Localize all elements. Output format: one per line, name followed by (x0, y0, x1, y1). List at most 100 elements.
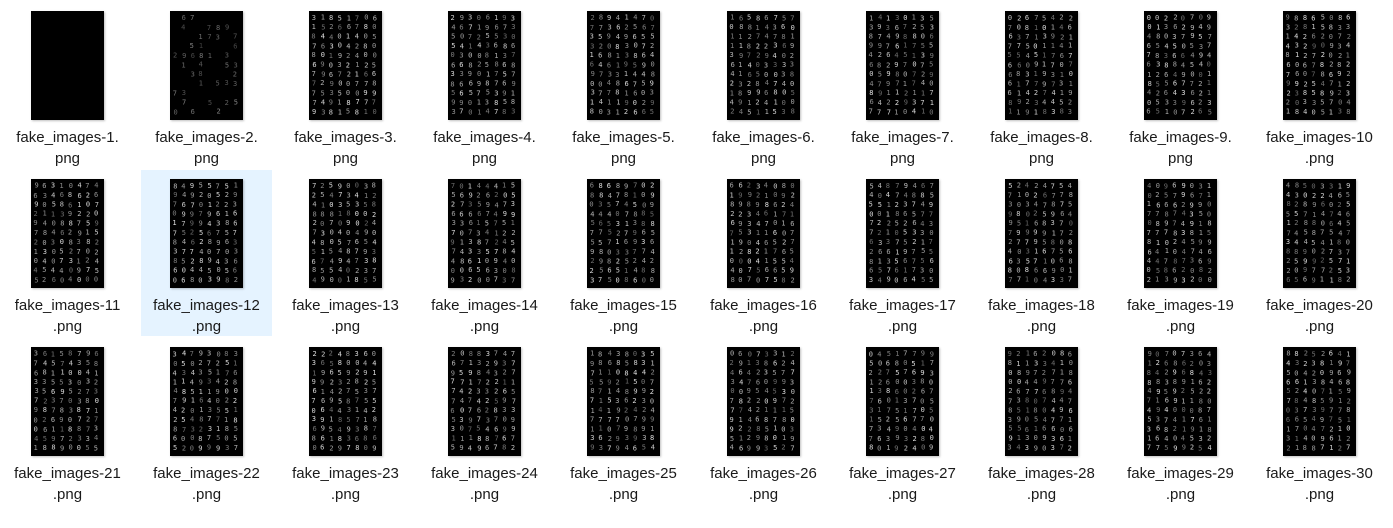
svg-text:0: 0 (86, 200, 90, 208)
svg-text:8: 8 (1008, 266, 1012, 274)
svg-text:4: 4 (1025, 379, 1029, 387)
svg-text:7: 7 (451, 378, 455, 386)
svg-text:8: 8 (1164, 62, 1168, 70)
svg-text:3: 3 (878, 387, 882, 395)
svg-text:7: 7 (1190, 416, 1194, 424)
file-name-label: fake_images-25 .png (558, 463, 689, 505)
svg-text:7: 7 (485, 239, 489, 247)
svg-text:0: 0 (1294, 266, 1298, 274)
svg-text:9: 9 (199, 350, 203, 358)
svg-text:4: 4 (1068, 211, 1072, 219)
svg-text:0: 0 (182, 267, 186, 275)
svg-text:3: 3 (1172, 33, 1176, 41)
svg-text:6: 6 (633, 444, 637, 452)
thumbnail-image: 3 6 1 5 8 7 9 67 4 5 7 4 3 5 86 8 1 1 0 0 4 13 3 5 5 3 0 3 23 5 6 9 5 2 7 3… (31, 347, 104, 456)
svg-text:9: 9 (312, 378, 316, 386)
svg-text:3: 3 (35, 387, 39, 395)
svg-text:4: 4 (338, 247, 342, 255)
svg-text:6: 6 (756, 378, 760, 386)
file-name-line-2: png (54, 150, 81, 167)
file-name-line-1: fake_images-19 (1127, 297, 1234, 314)
svg-text:9: 9 (903, 248, 907, 256)
svg-text:8: 8 (1346, 406, 1350, 414)
svg-text:6: 6 (1008, 71, 1012, 79)
svg-text:6: 6 (459, 89, 463, 97)
svg-text:8: 8 (886, 182, 890, 190)
svg-text:8: 8 (225, 425, 229, 433)
svg-text:1: 1 (1042, 61, 1046, 69)
file-name-line-2: .png (469, 486, 500, 503)
svg-text:3: 3 (615, 397, 619, 405)
svg-text:1: 1 (615, 238, 619, 246)
svg-text:8: 8 (756, 15, 760, 23)
svg-text:2: 2 (764, 43, 768, 51)
svg-text:2: 2 (355, 368, 359, 376)
svg-text:8: 8 (616, 80, 620, 88)
svg-text:9: 9 (321, 71, 325, 79)
svg-text:8: 8 (338, 359, 342, 367)
svg-text:5: 5 (1198, 33, 1202, 41)
svg-text:6: 6 (1312, 33, 1316, 41)
svg-text:6: 6 (1329, 220, 1333, 228)
svg-text:4: 4 (1059, 42, 1063, 50)
thumbnail-image: 4 8 5 0 3 3 1 94 3 0 2 2 4 6 58 2 8 9 6 0 2 55 5 7 1 4 7 4 61 2 8 8 0 6 4 5… (1283, 179, 1356, 288)
svg-text:4: 4 (1181, 238, 1185, 246)
svg-text:3: 3 (207, 378, 211, 386)
svg-text:2: 2 (1207, 378, 1211, 386)
svg-text:6: 6 (1311, 14, 1315, 22)
file-name-line-2: .png (887, 486, 918, 503)
file-item[interactable]: fake_images-1. png (2, 2, 133, 168)
svg-text:0: 0 (607, 43, 611, 51)
svg-text:3: 3 (216, 33, 220, 41)
svg-text:3: 3 (920, 266, 924, 274)
svg-text:9: 9 (591, 70, 595, 78)
svg-text:8: 8 (199, 52, 203, 60)
file-name-line-1: fake_images-24 (431, 465, 538, 482)
svg-text:3: 3 (451, 70, 455, 78)
svg-text:2: 2 (1164, 15, 1168, 23)
svg-text:4: 4 (756, 239, 760, 247)
svg-text:7: 7 (929, 388, 933, 396)
svg-text:9: 9 (650, 416, 654, 424)
svg-text:5: 5 (330, 360, 334, 368)
svg-text:9: 9 (607, 14, 611, 22)
svg-text:7: 7 (1155, 210, 1159, 218)
svg-text:9: 9 (363, 369, 367, 377)
svg-text:6: 6 (51, 416, 55, 424)
svg-text:8: 8 (1303, 14, 1307, 22)
svg-text:9: 9 (878, 89, 882, 97)
svg-text:4: 4 (1199, 369, 1203, 377)
svg-text:0: 0 (1060, 239, 1064, 247)
